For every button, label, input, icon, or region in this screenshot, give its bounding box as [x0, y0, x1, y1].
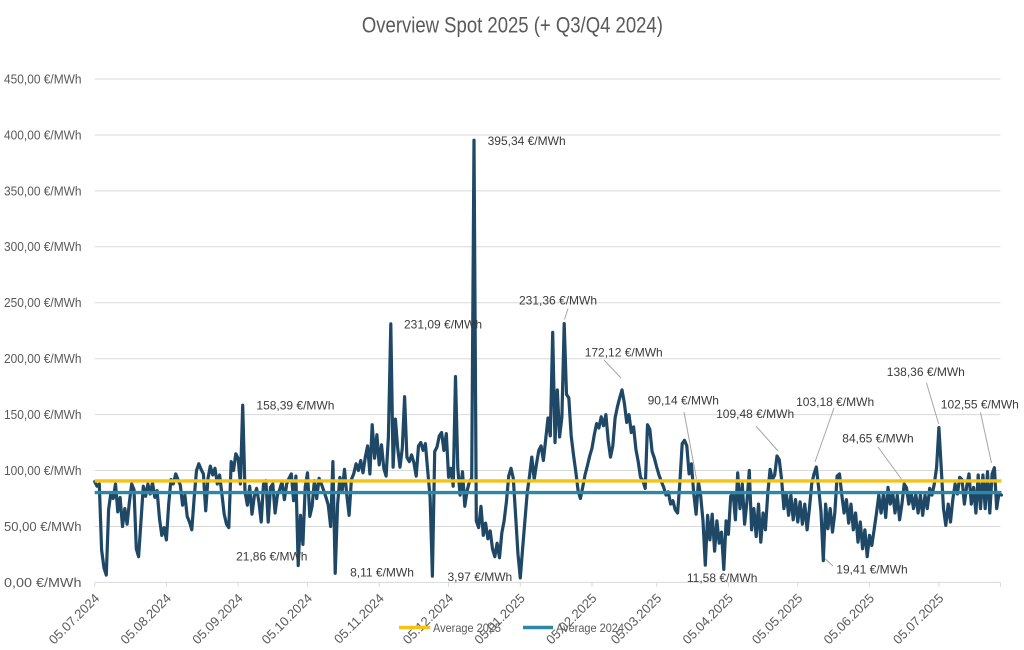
svg-text:11,58 €/MWh: 11,58 €/MWh	[687, 571, 757, 585]
svg-text:102,55 €/MWh: 102,55 €/MWh	[941, 397, 1019, 411]
svg-text:21,86 €/MWh: 21,86 €/MWh	[236, 550, 307, 564]
svg-text:231,09 €/MWh: 231,09 €/MWh	[404, 318, 482, 332]
svg-text:300,00 €/MWh: 300,00 €/MWh	[4, 239, 82, 254]
svg-text:231,36 €/MWh: 231,36 €/MWh	[519, 294, 597, 308]
svg-text:100,00 €/MWh: 100,00 €/MWh	[4, 463, 82, 478]
svg-text:Average 2025: Average 2025	[433, 621, 501, 635]
svg-text:395,34 €/MWh: 395,34 €/MWh	[488, 134, 566, 148]
svg-text:350,00 €/MWh: 350,00 €/MWh	[4, 183, 82, 198]
svg-text:3,97 €/MWh: 3,97 €/MWh	[448, 570, 513, 584]
svg-text:Average 2024: Average 2024	[556, 621, 624, 635]
svg-text:200,00 €/MWh: 200,00 €/MWh	[4, 351, 82, 366]
svg-text:250,00 €/MWh: 250,00 €/MWh	[4, 295, 82, 310]
svg-text:138,36 €/MWh: 138,36 €/MWh	[887, 365, 965, 379]
svg-text:8,11 €/MWh: 8,11 €/MWh	[350, 566, 414, 580]
svg-text:90,14 €/MWh: 90,14 €/MWh	[648, 394, 719, 408]
svg-text:19,41 €/MWh: 19,41 €/MWh	[836, 563, 907, 577]
svg-text:Overview Spot 2025 (+ Q3/Q4 20: Overview Spot 2025 (+ Q3/Q4 2024)	[362, 12, 663, 37]
svg-text:0,00 €/MWh: 0,00 €/MWh	[4, 575, 82, 590]
svg-text:450,00 €/MWh: 450,00 €/MWh	[4, 71, 82, 86]
svg-text:103,18 €/MWh: 103,18 €/MWh	[796, 395, 874, 409]
svg-text:109,48 €/MWh: 109,48 €/MWh	[716, 407, 794, 421]
svg-text:158,39 €/MWh: 158,39 €/MWh	[256, 399, 334, 413]
svg-text:172,12 €/MWh: 172,12 €/MWh	[585, 346, 663, 360]
svg-text:84,65 €/MWh: 84,65 €/MWh	[842, 431, 913, 445]
svg-text:400,00 €/MWh: 400,00 €/MWh	[4, 127, 82, 142]
svg-text:150,00 €/MWh: 150,00 €/MWh	[4, 407, 82, 422]
svg-text:50,00 €/MWh: 50,00 €/MWh	[4, 519, 82, 534]
